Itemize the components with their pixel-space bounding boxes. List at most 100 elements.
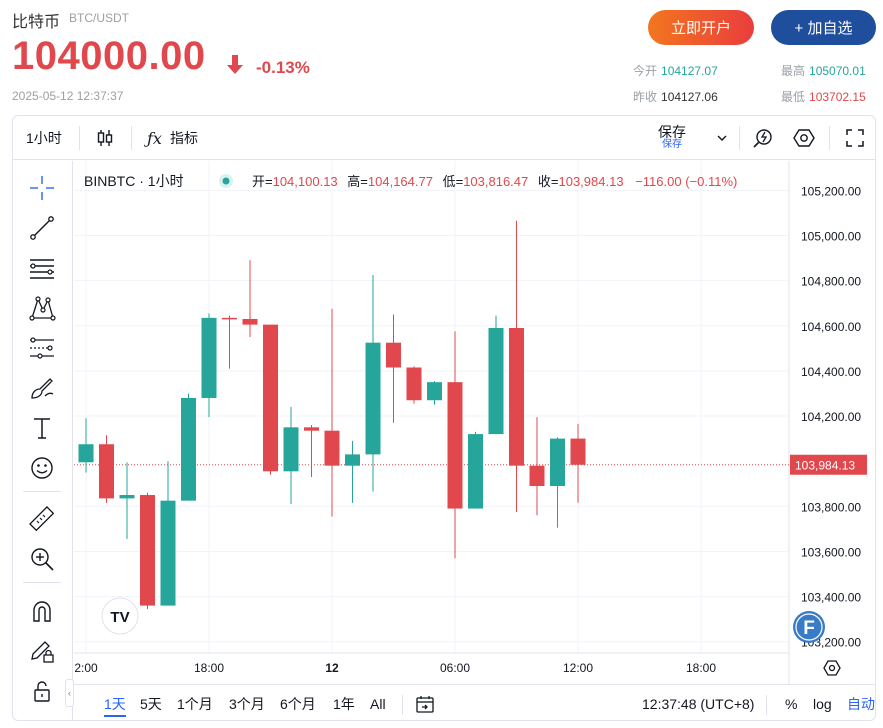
candle-body <box>201 317 217 398</box>
function-icon: ƒx <box>147 128 162 148</box>
range-button[interactable]: 1个月 <box>177 696 213 712</box>
stat-low: 最低 103702.15 <box>781 88 866 105</box>
legend-low-value: 103,816.47 <box>463 174 528 189</box>
interval-label: 1小时 <box>26 130 62 146</box>
candle-body <box>447 382 463 509</box>
candle-body <box>550 438 565 486</box>
candle-body <box>509 328 524 466</box>
time-tick-label: 12:00 <box>563 661 593 675</box>
add-watchlist-button[interactable]: + 加自选 <box>771 10 876 45</box>
collapse-toolbar-button[interactable]: ‹ <box>65 679 74 707</box>
candle-body <box>386 342 401 368</box>
legend-open-value: 104,100.13 <box>273 174 338 189</box>
brush-tool[interactable] <box>26 372 58 404</box>
quote-timestamp: 2025-05-12 12:37:37 <box>12 89 124 103</box>
candle-body <box>427 382 442 401</box>
toolbar-divider <box>829 126 830 150</box>
text-tool[interactable] <box>26 412 58 444</box>
axis-settings-icon[interactable] <box>823 660 841 676</box>
interval-selector[interactable]: 1小时 <box>26 116 62 160</box>
candle-body <box>119 495 135 499</box>
price-change-percent: -0.13% <box>256 58 310 77</box>
zoom-tool[interactable] <box>26 543 58 575</box>
tradingview-logo[interactable]: TV <box>101 597 139 635</box>
settings-icon <box>793 129 815 147</box>
arrow-down-icon <box>227 55 243 74</box>
save-label: 保存 <box>658 124 686 140</box>
save-button[interactable]: 保存 保存 <box>658 116 686 160</box>
lock-all-tool[interactable] <box>26 675 58 707</box>
asset-name: 比特币 <box>12 14 61 31</box>
feed-badge[interactable]: F <box>793 611 825 643</box>
log-label: log <box>813 696 832 712</box>
quick-search-button[interactable] <box>752 116 774 160</box>
last-price-line: 103,984.13 <box>74 454 867 475</box>
candle-body <box>283 427 299 472</box>
chart-widget: 1小时 ƒx 指标 保存 保存 <box>12 115 876 721</box>
trend-line-tool[interactable] <box>26 212 58 244</box>
ruler-icon <box>29 506 55 532</box>
smiley-icon <box>31 457 53 479</box>
price-tick-label: 105,000.00 <box>801 229 861 243</box>
candle-body <box>181 397 196 501</box>
stat-open-label: 今开 <box>633 64 658 78</box>
feed-badge-text: F <box>803 618 815 639</box>
indicators-button[interactable]: ƒx 指标 <box>147 116 198 160</box>
toolbar-divider <box>131 126 132 150</box>
price-chart[interactable]: 103,984.13 105,200.00 105,000.00 104,800.0… <box>74 161 876 684</box>
log-toggle[interactable]: log <box>813 685 832 720</box>
legend-open-label: 开= <box>252 174 273 189</box>
price-tick-label: 104,600.00 <box>801 320 861 334</box>
time-tick-label: 06:00 <box>440 661 470 675</box>
stat-high-label: 最高 <box>781 64 806 78</box>
range-button[interactable]: 1年 <box>333 696 355 712</box>
auto-scale-toggle[interactable]: 自动 <box>847 685 875 720</box>
price-tick-label: 103,800.00 <box>801 500 861 514</box>
range-button[interactable]: 6个月 <box>280 696 316 712</box>
open-account-button[interactable]: 立即开户 <box>648 10 754 45</box>
time-tick-label: 18:00 <box>194 661 224 675</box>
candle-body <box>140 495 155 606</box>
measure-tool[interactable] <box>26 503 58 535</box>
stat-prev-close-value: 104127.06 <box>661 90 718 104</box>
range-button[interactable]: All <box>370 696 386 712</box>
time-tick-label: 12 <box>325 661 339 675</box>
lock-drawing-tool[interactable] <box>26 635 58 667</box>
candle-body <box>263 324 278 472</box>
toolbar-divider <box>79 126 80 150</box>
projection-tool[interactable] <box>26 332 58 364</box>
candle-body <box>488 328 504 435</box>
pattern-icon <box>29 296 56 321</box>
candle-body <box>78 444 94 463</box>
emoji-tool[interactable] <box>26 452 58 484</box>
fib-tool[interactable] <box>26 252 58 284</box>
range-button[interactable]: 3个月 <box>229 696 265 712</box>
candle-body <box>324 430 340 466</box>
legend-symbol: BINBTC · 1小时 <box>84 173 184 189</box>
date-range-button[interactable] <box>414 685 436 720</box>
range-button[interactable]: 5天 <box>140 696 162 712</box>
candle-body <box>345 454 360 466</box>
indicators-label: 指标 <box>169 130 198 146</box>
chart-settings-button[interactable] <box>793 116 815 160</box>
clock-label: 12:37:48 (UTC+8) <box>642 696 755 712</box>
price-axis: 105,200.00 105,000.00 104,800.00 104,600.00… <box>801 184 861 649</box>
clock-timezone[interactable]: 12:37:48 (UTC+8) <box>642 685 755 720</box>
save-menu-button[interactable] <box>716 116 728 160</box>
candle-body <box>529 465 545 486</box>
legend-low-label: 低= <box>443 174 464 189</box>
magnet-tool[interactable] <box>26 595 58 627</box>
pencil-lock-icon <box>31 641 54 663</box>
candle-body <box>160 500 176 606</box>
chart-type-button[interactable] <box>95 116 115 160</box>
price-tick-label: 104,800.00 <box>801 275 861 289</box>
pattern-tool[interactable] <box>26 292 58 324</box>
range-button[interactable]: 1天 <box>104 685 126 720</box>
legend-change: −116.00 (−0.11%) <box>635 174 737 189</box>
crosshair-tool[interactable] <box>26 172 58 204</box>
trend-line-icon <box>30 216 54 240</box>
fullscreen-button[interactable] <box>845 116 865 160</box>
lightning-search-icon <box>753 129 772 148</box>
price-tick-label: 104,400.00 <box>801 365 861 379</box>
percent-toggle[interactable]: % <box>785 685 797 720</box>
